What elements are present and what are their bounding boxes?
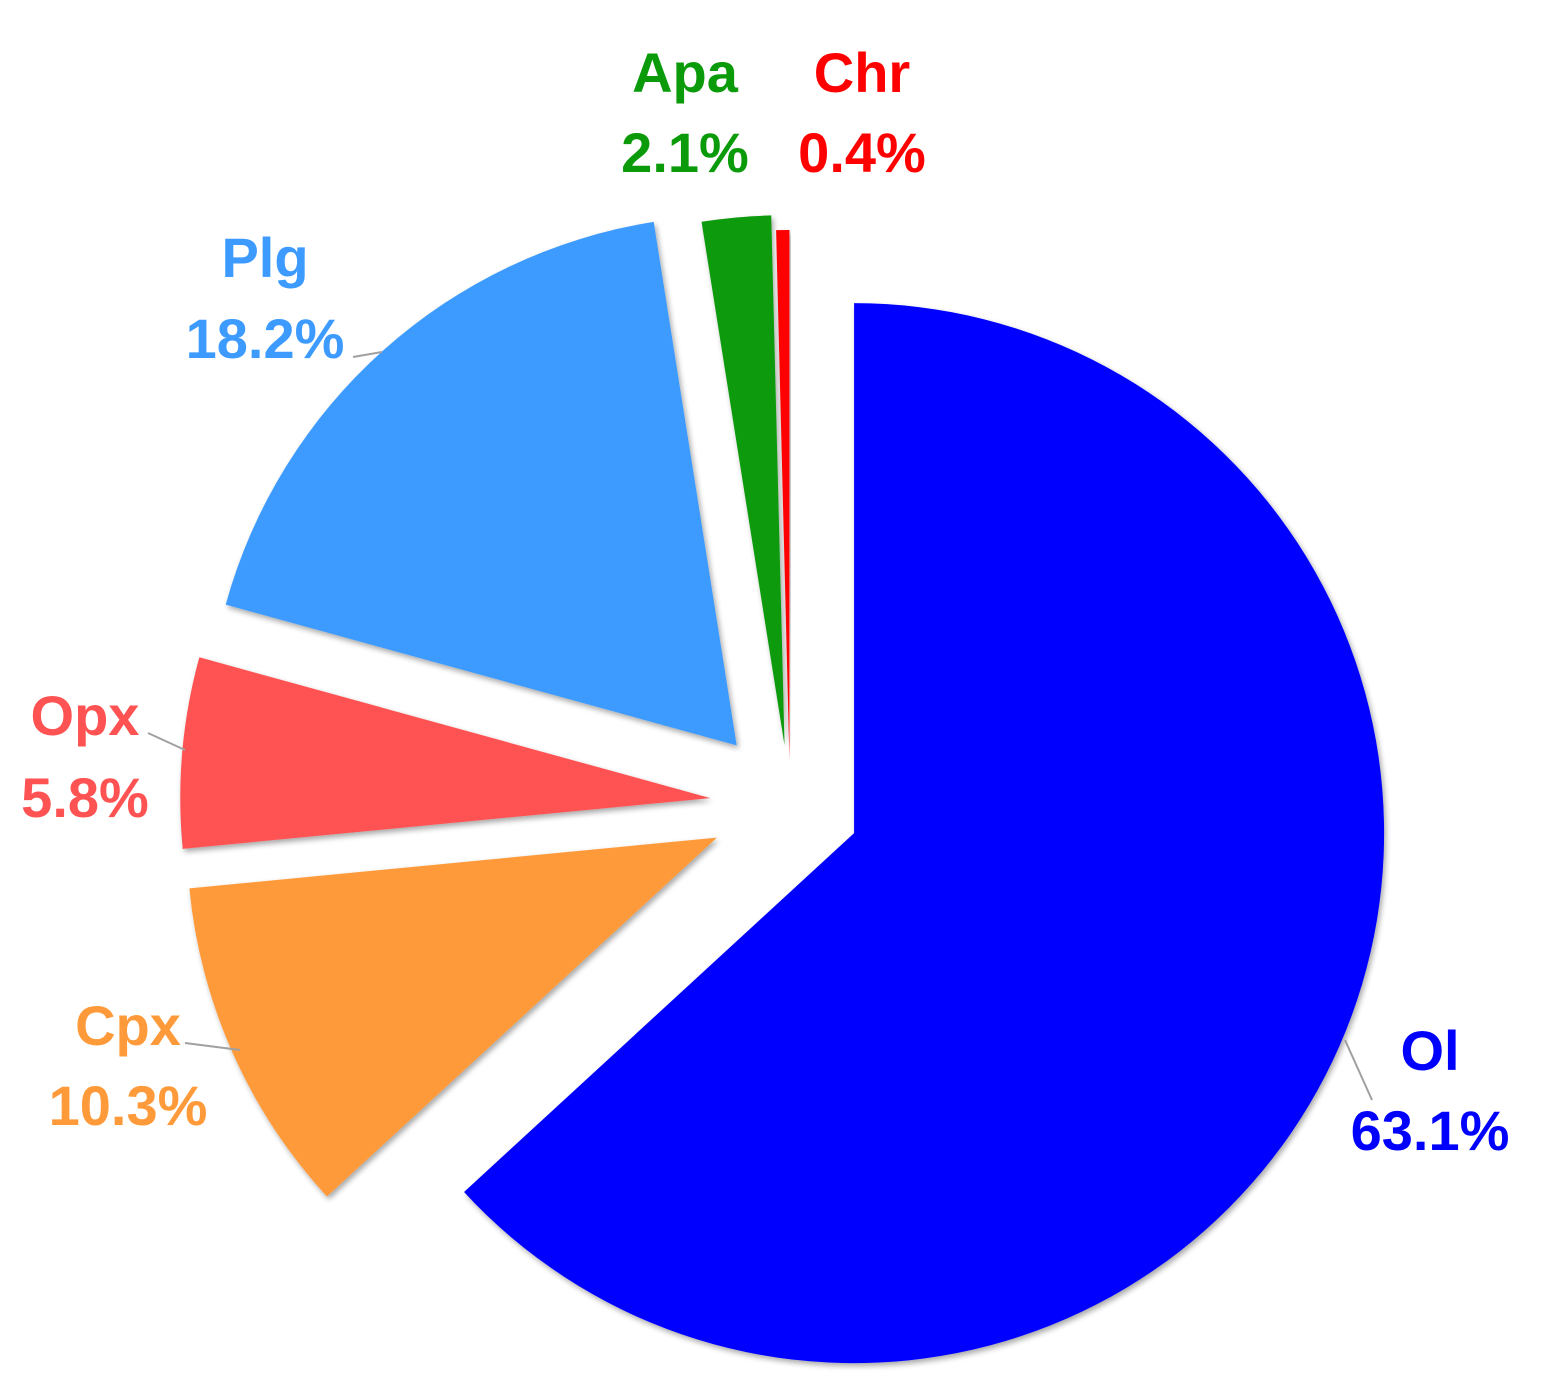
slice-percent-plg: 18.2% xyxy=(186,307,345,370)
slice-name-chr: Chr xyxy=(814,41,910,104)
slice-percent-ol: 63.1% xyxy=(1351,1099,1510,1162)
slice-percent-chr: 0.4% xyxy=(798,121,926,184)
pie-slice-apa xyxy=(701,215,785,746)
slice-name-plg: Plg xyxy=(221,226,308,289)
leader-line-plg xyxy=(352,351,383,358)
slice-percent-cpx: 10.3% xyxy=(49,1074,208,1137)
slice-percent-opx: 5.8% xyxy=(21,766,149,829)
leader-line-opx xyxy=(147,732,186,751)
pie-slice-plg xyxy=(225,221,737,746)
pie-slice-chr xyxy=(776,230,790,761)
slice-name-cpx: Cpx xyxy=(75,994,181,1057)
pie-slice-ol xyxy=(464,303,1385,1364)
leader-line-ol xyxy=(1344,1039,1373,1101)
slice-percent-apa: 2.1% xyxy=(621,121,749,184)
slice-labels: Ol 63.1% Cpx 10.3% Opx 5.8% Plg 18.2% Apa 2.1% Chr… xyxy=(21,41,1509,1162)
slice-name-ol: Ol xyxy=(1400,1019,1459,1082)
pie-slice-opx xyxy=(180,657,711,849)
slice-name-apa: Apa xyxy=(632,41,739,104)
slice-name-opx: Opx xyxy=(31,684,140,747)
leader-line-cpx xyxy=(184,1042,241,1051)
pie-slice-cpx xyxy=(189,837,717,1197)
pie-slices xyxy=(180,215,1385,1364)
leader-lines xyxy=(147,351,1373,1101)
